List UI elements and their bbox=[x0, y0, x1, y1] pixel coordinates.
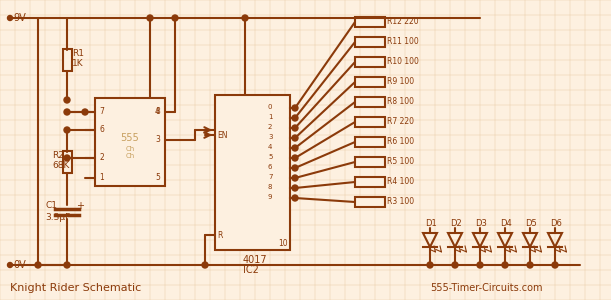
Bar bbox=[355, 177, 385, 187]
Text: 7: 7 bbox=[99, 107, 104, 116]
Circle shape bbox=[292, 175, 298, 181]
Text: 9V: 9V bbox=[13, 13, 26, 23]
Text: 1: 1 bbox=[268, 114, 273, 120]
Bar bbox=[355, 197, 385, 207]
Bar bbox=[62, 49, 71, 71]
Text: C1: C1 bbox=[45, 200, 57, 209]
Text: R6 100: R6 100 bbox=[387, 137, 414, 146]
Text: 1K: 1K bbox=[72, 58, 84, 68]
Circle shape bbox=[7, 262, 12, 268]
Text: R4 100: R4 100 bbox=[387, 178, 414, 187]
Text: 68K: 68K bbox=[52, 160, 70, 169]
Text: 3.3μF: 3.3μF bbox=[45, 214, 70, 223]
Text: R3 100: R3 100 bbox=[387, 197, 414, 206]
Circle shape bbox=[64, 97, 70, 103]
Text: 6: 6 bbox=[268, 164, 273, 170]
Circle shape bbox=[292, 195, 298, 201]
Text: R11 100: R11 100 bbox=[387, 38, 419, 46]
Text: EN: EN bbox=[217, 130, 227, 140]
Circle shape bbox=[502, 262, 508, 268]
Text: Ch: Ch bbox=[125, 146, 134, 152]
Text: R5 100: R5 100 bbox=[387, 158, 414, 166]
Circle shape bbox=[172, 15, 178, 21]
Bar bbox=[355, 117, 385, 127]
Text: 9: 9 bbox=[268, 194, 273, 200]
Text: IC2: IC2 bbox=[243, 265, 258, 275]
Circle shape bbox=[477, 262, 483, 268]
Circle shape bbox=[64, 262, 70, 268]
Circle shape bbox=[7, 16, 12, 20]
Circle shape bbox=[292, 145, 298, 151]
Bar bbox=[355, 17, 385, 27]
Bar bbox=[355, 137, 385, 147]
Circle shape bbox=[292, 135, 298, 141]
Text: 8: 8 bbox=[268, 184, 273, 190]
Text: 4: 4 bbox=[268, 144, 273, 150]
Text: D1: D1 bbox=[425, 218, 437, 227]
Circle shape bbox=[292, 105, 298, 111]
Text: 7: 7 bbox=[268, 174, 273, 180]
Bar bbox=[355, 157, 385, 167]
Text: R10 100: R10 100 bbox=[387, 58, 419, 67]
Text: 0: 0 bbox=[268, 104, 273, 110]
Text: 4017: 4017 bbox=[243, 255, 267, 265]
Text: R1: R1 bbox=[72, 49, 84, 58]
Circle shape bbox=[82, 109, 88, 115]
Text: D4: D4 bbox=[500, 218, 512, 227]
Circle shape bbox=[552, 262, 558, 268]
Circle shape bbox=[202, 262, 208, 268]
Circle shape bbox=[64, 155, 70, 161]
Circle shape bbox=[64, 127, 70, 133]
Bar bbox=[355, 57, 385, 67]
Circle shape bbox=[427, 262, 433, 268]
Text: 8: 8 bbox=[155, 107, 159, 116]
Bar bbox=[62, 151, 71, 173]
Circle shape bbox=[292, 165, 298, 171]
Text: Ch: Ch bbox=[125, 153, 134, 159]
Text: R2: R2 bbox=[52, 151, 64, 160]
Circle shape bbox=[292, 155, 298, 161]
Bar bbox=[355, 97, 385, 107]
Text: 3: 3 bbox=[268, 134, 273, 140]
Circle shape bbox=[35, 262, 41, 268]
Circle shape bbox=[292, 125, 298, 131]
Circle shape bbox=[64, 109, 70, 115]
Text: 1: 1 bbox=[99, 173, 104, 182]
Text: 555-Timer-Circuits.com: 555-Timer-Circuits.com bbox=[430, 283, 543, 293]
Text: D2: D2 bbox=[450, 218, 462, 227]
Circle shape bbox=[292, 185, 298, 191]
Text: +: + bbox=[76, 201, 84, 211]
Text: 10: 10 bbox=[278, 238, 288, 247]
Text: R8 100: R8 100 bbox=[387, 98, 414, 106]
Text: 2: 2 bbox=[268, 124, 273, 130]
Text: R9 100: R9 100 bbox=[387, 77, 414, 86]
Bar bbox=[355, 77, 385, 87]
Text: 3: 3 bbox=[155, 136, 160, 145]
Text: R: R bbox=[217, 230, 222, 239]
Text: R7 220: R7 220 bbox=[387, 118, 414, 127]
Text: D6: D6 bbox=[550, 218, 562, 227]
Text: D3: D3 bbox=[475, 218, 487, 227]
Text: 0V: 0V bbox=[13, 260, 26, 270]
Circle shape bbox=[527, 262, 533, 268]
Circle shape bbox=[147, 15, 153, 21]
Text: R12 220: R12 220 bbox=[387, 17, 419, 26]
Text: D5: D5 bbox=[525, 218, 536, 227]
Text: 555: 555 bbox=[120, 133, 139, 142]
Circle shape bbox=[292, 115, 298, 121]
Bar bbox=[215, 95, 290, 250]
Bar bbox=[95, 98, 165, 186]
Text: 2: 2 bbox=[99, 154, 104, 163]
Circle shape bbox=[242, 15, 248, 21]
Text: 5: 5 bbox=[268, 154, 273, 160]
Text: 4: 4 bbox=[155, 107, 160, 116]
Text: Knight Rider Schematic: Knight Rider Schematic bbox=[10, 283, 141, 293]
Text: 5: 5 bbox=[155, 173, 160, 182]
Circle shape bbox=[452, 262, 458, 268]
Text: 6: 6 bbox=[99, 125, 104, 134]
Bar bbox=[355, 37, 385, 47]
